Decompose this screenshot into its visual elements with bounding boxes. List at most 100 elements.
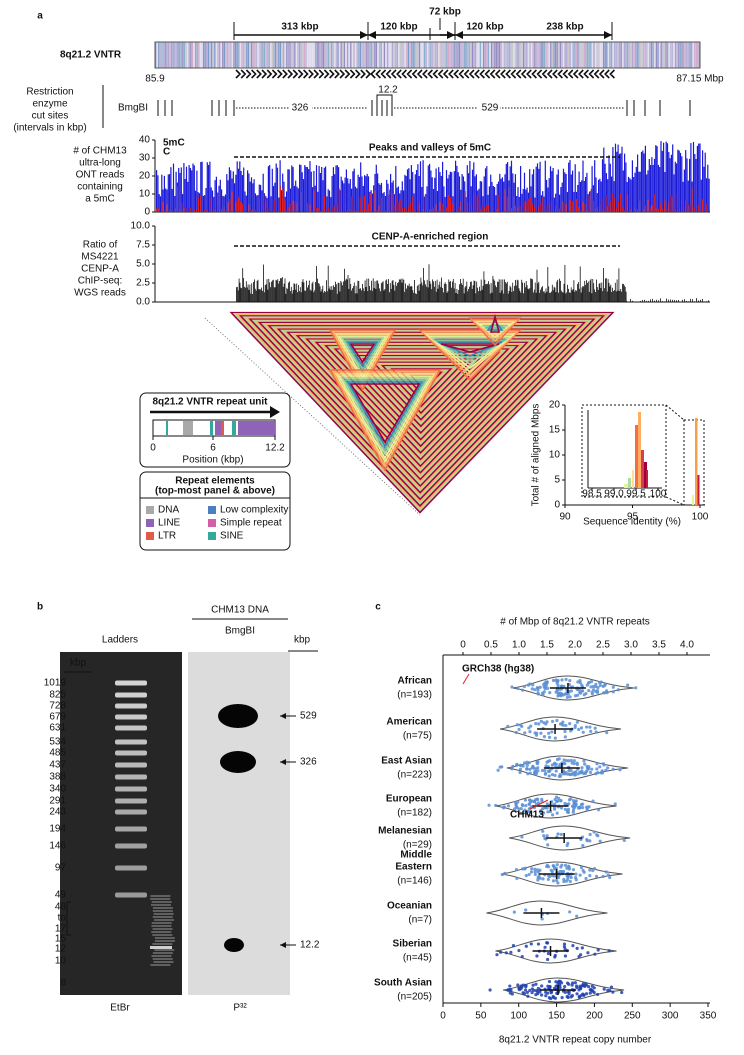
stain-label: P³² xyxy=(233,1003,247,1014)
tick-label: 2.5 xyxy=(596,640,610,651)
cenpa-bar xyxy=(568,289,569,302)
c-bar xyxy=(320,173,321,212)
c-bar xyxy=(303,179,304,212)
sample-dot xyxy=(551,813,554,816)
mc-bar xyxy=(353,211,354,212)
c-bar xyxy=(641,152,642,212)
sample-dot xyxy=(595,767,598,770)
track-stripe xyxy=(446,42,447,68)
track-stripe xyxy=(502,42,503,68)
inset-bar xyxy=(641,450,644,488)
cenpa-bar xyxy=(283,287,284,302)
cenpa-bar xyxy=(466,282,467,302)
sample-dot xyxy=(548,774,551,777)
panel-label: c xyxy=(375,602,381,613)
sample-dot xyxy=(612,768,615,771)
track-stripe xyxy=(485,42,486,68)
track-stripe xyxy=(353,42,354,68)
track-stripe xyxy=(584,42,585,68)
cenpa-bar xyxy=(602,291,603,302)
c-bar xyxy=(633,177,634,212)
track-stripe xyxy=(681,42,682,68)
track-stripe xyxy=(528,42,529,68)
c-bar xyxy=(690,143,691,212)
cenpa-bar xyxy=(236,287,237,302)
mc-bar xyxy=(505,189,506,212)
track-stripe xyxy=(649,42,650,68)
cenpa-bar xyxy=(303,279,304,302)
c-bar xyxy=(644,153,645,212)
cenpa-bar xyxy=(445,282,446,302)
sample-dot xyxy=(559,799,562,802)
mc-bar xyxy=(647,200,648,212)
c-bar xyxy=(252,183,253,212)
sample-dot xyxy=(541,692,544,695)
sample-dot xyxy=(581,844,584,847)
c-bar xyxy=(571,175,572,212)
annotation: CHM13 xyxy=(510,810,544,821)
sample-dot xyxy=(580,726,583,729)
sample-dot xyxy=(533,772,536,775)
tick-label: 100 xyxy=(692,512,709,523)
c-bar xyxy=(203,196,204,212)
cenpa-bar xyxy=(698,300,699,302)
cenpa-bar xyxy=(493,276,494,302)
c-bar xyxy=(545,161,546,212)
track-stripe xyxy=(625,42,626,68)
c-bar xyxy=(376,165,377,212)
cenpa-bar xyxy=(666,299,667,302)
mc-bar xyxy=(681,199,682,212)
cenpa-bar xyxy=(515,280,516,302)
cenpa-bar xyxy=(433,281,434,302)
cenpa-bar xyxy=(472,289,473,302)
sample-dot xyxy=(546,985,549,988)
cenpa-bar xyxy=(700,300,701,302)
sample-dot xyxy=(559,722,562,725)
sample-dot xyxy=(577,988,580,991)
track-stripe xyxy=(249,42,250,68)
mc-bar xyxy=(431,209,432,212)
track-stripe xyxy=(496,42,497,68)
track-stripe xyxy=(629,42,630,68)
cenpa-bar xyxy=(591,279,592,302)
sample-dot xyxy=(566,773,569,776)
mc-bar xyxy=(448,195,449,212)
c-bar xyxy=(189,165,190,212)
mc-bar xyxy=(169,209,170,212)
group-n: (n=182) xyxy=(397,808,432,819)
cenpa-bar xyxy=(364,291,365,302)
ladder-band xyxy=(115,763,147,768)
track-stripe xyxy=(480,42,481,68)
cenpa-bar xyxy=(584,281,585,302)
smear xyxy=(154,919,174,921)
track-stripe xyxy=(648,42,649,68)
cenpa-bar xyxy=(488,281,489,302)
track-stripe xyxy=(653,42,654,68)
sample-dot xyxy=(521,955,524,958)
cenpa-bar xyxy=(290,291,291,302)
track-stripe xyxy=(161,42,162,68)
mc-bar xyxy=(366,210,367,212)
cenpa-bar xyxy=(414,280,415,302)
mc-bar xyxy=(584,204,585,212)
track-stripe xyxy=(344,42,345,68)
cenpa-bar xyxy=(540,290,541,302)
track-stripe xyxy=(515,42,516,68)
mc-bar xyxy=(223,207,224,212)
cenpa-bar xyxy=(506,283,507,302)
track-stripe xyxy=(664,42,665,68)
cenpa-bar xyxy=(312,283,313,302)
c-bar xyxy=(494,187,495,212)
smear xyxy=(152,955,172,957)
c-bar xyxy=(207,162,208,212)
track-stripe xyxy=(573,42,574,68)
zoom-box xyxy=(684,420,704,505)
cenpa-bar xyxy=(674,300,675,302)
track-stripe xyxy=(581,42,582,68)
cenpa-bar xyxy=(420,284,421,302)
cenpa-bar xyxy=(450,281,451,302)
c-bar xyxy=(269,165,270,212)
legend-entry: C xyxy=(163,147,170,158)
track-stripe xyxy=(576,42,577,68)
cenpa-bar xyxy=(427,280,428,302)
